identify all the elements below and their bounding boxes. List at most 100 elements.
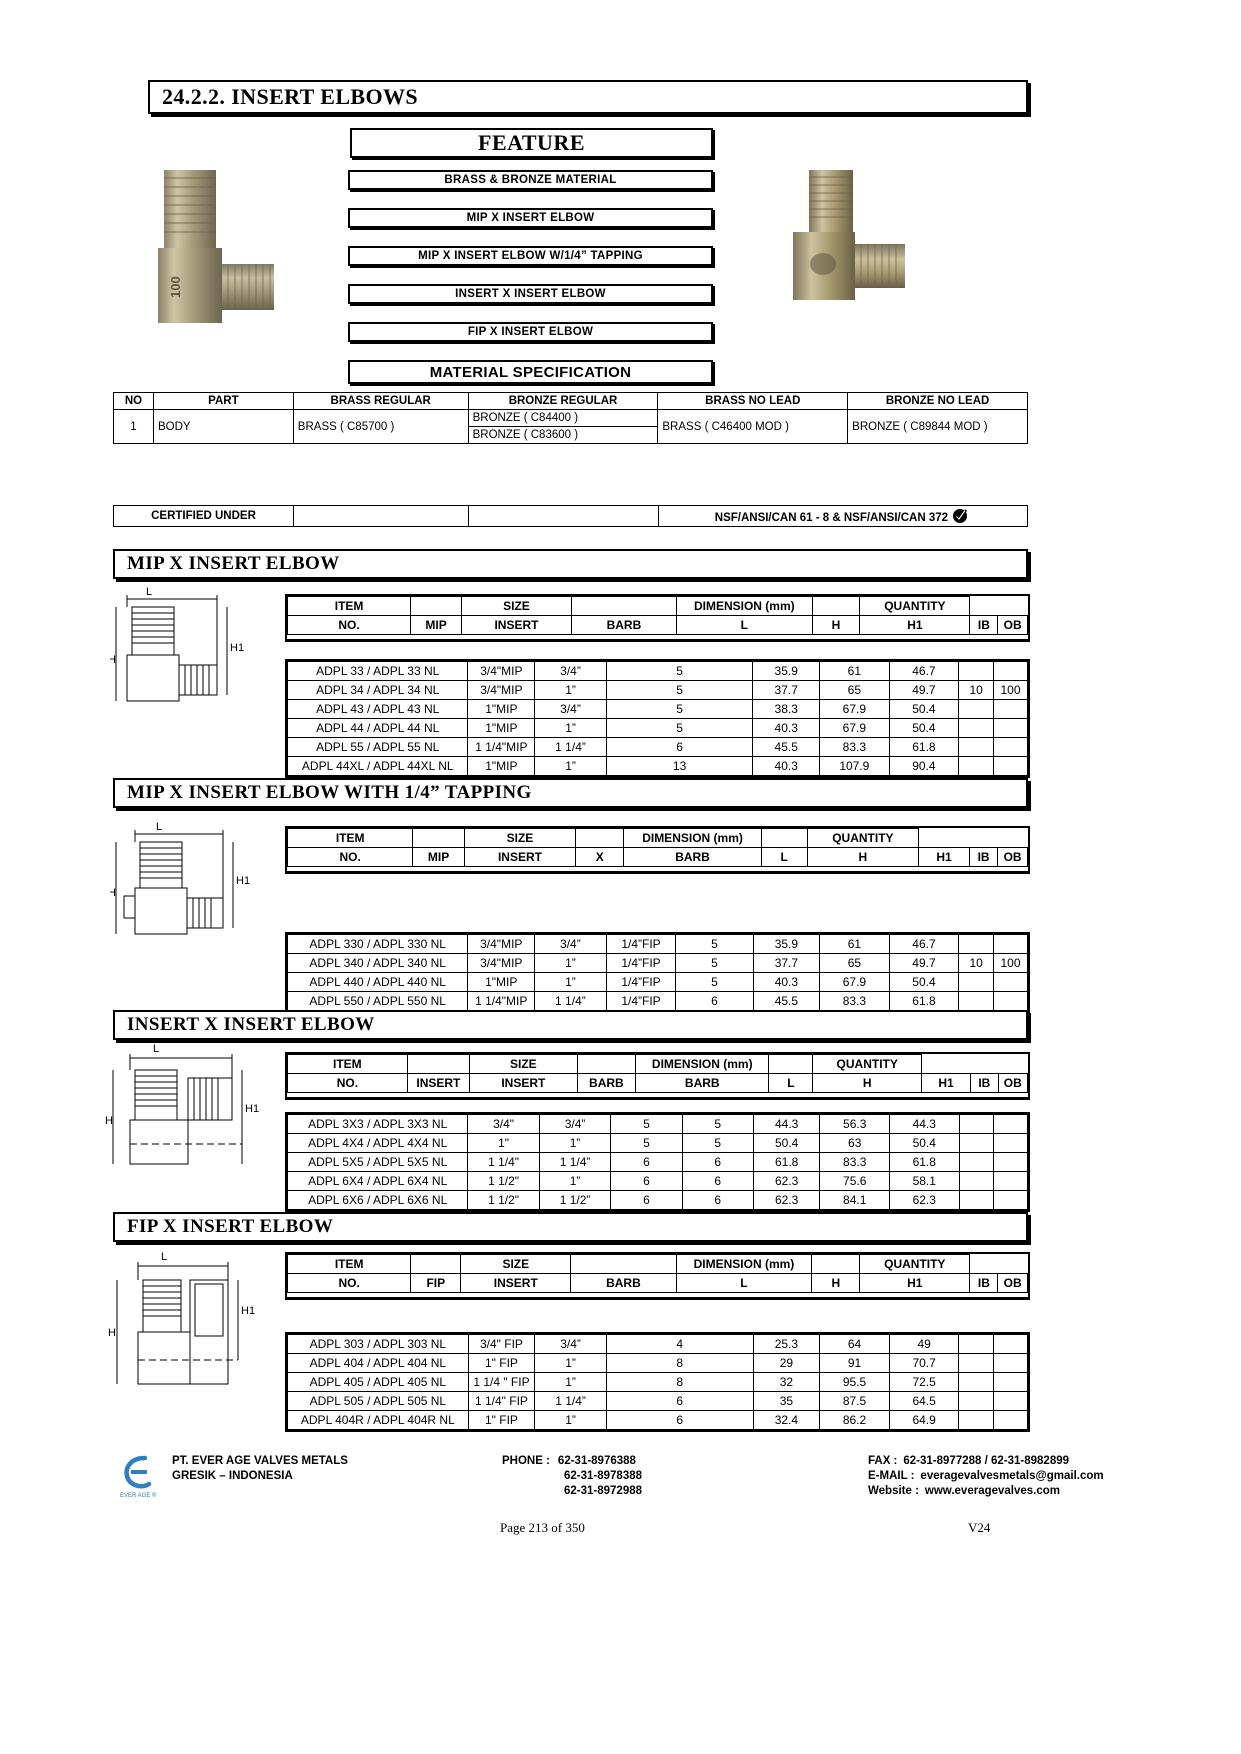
cell-value: 8	[605, 1372, 754, 1392]
group-item: ITEM	[286, 596, 412, 616]
cell-part: BODY	[152, 409, 294, 444]
cell-value	[958, 1171, 995, 1191]
cell-value: 32.4	[752, 1410, 821, 1430]
group-spacer-2	[570, 596, 677, 616]
cell-value: 37.7	[752, 953, 821, 973]
table-row: ADPL 303 / ADPL 303 NL 3/4" FIP 3/4” 4 25.3 6…	[287, 1334, 1028, 1354]
cell-value: 70.7	[888, 1353, 960, 1373]
col-insert: INSERT	[463, 847, 577, 867]
svg-text:H: H	[110, 887, 116, 899]
table-row: ADPL 330 / ADPL 330 NL 3/4"MIP 3/4” 1/4”FIP…	[286, 934, 1028, 954]
cell-value: 72.5	[888, 1372, 960, 1392]
cell-value: 3/4”	[534, 1334, 607, 1354]
group-quantity: QUANTITY	[859, 596, 971, 616]
cell-value: 62.3	[752, 1190, 821, 1210]
cell-value: 3/4"MIP	[467, 953, 536, 973]
cell-value: 49.7	[888, 680, 960, 700]
cell-value: 50.4	[889, 1133, 960, 1153]
cell-value: 56.3	[819, 1114, 890, 1134]
cell-item-no: ADPL 505 / ADPL 505 NL	[287, 1391, 469, 1411]
table-row: ADPL 440 / ADPL 440 NL 1"MIP 1” 1/4”FIP 5 40.…	[286, 972, 1028, 992]
cell-value: 38.3	[752, 699, 821, 719]
table-row: ADPL 3X3 / ADPL 3X3 NL 3/4" 3/4” 5 5 44.3 56.3…	[286, 1114, 1028, 1134]
cell-value: 10	[958, 953, 995, 973]
table-header-insert-x-insert: ITEM SIZE DIMENSION (mm) QUANTITY NO. IN…	[285, 1052, 1030, 1100]
cell-value: 61	[819, 934, 890, 954]
cell-value: 1 1/4 " FIP	[467, 1372, 536, 1392]
cell-value: 40.3	[752, 972, 821, 992]
cell-value: 5	[610, 1114, 683, 1134]
cell-value: 1”	[538, 1171, 612, 1191]
svg-text:H1: H1	[230, 642, 244, 654]
col-barb: BARB	[570, 1273, 677, 1293]
cell-value: 63	[819, 1133, 890, 1153]
footer-contact-block: FAX : 62-31-8977288 / 62-31-8982899 E-MA…	[868, 1455, 1104, 1497]
cell-brass-regular: BRASS ( C85700 )	[292, 409, 469, 444]
cell-value: 29	[752, 1353, 821, 1373]
cell-value: 5	[681, 1133, 754, 1153]
group-dimension: DIMENSION (mm)	[675, 596, 813, 616]
table-row: 1 BODY BRASS ( C85700 ) BRONZE ( C84400 …	[113, 409, 1028, 444]
col-ib: IB	[969, 615, 999, 635]
cell-value	[958, 1334, 995, 1354]
cell-value: 65	[819, 953, 890, 973]
drawing-mip-x-insert-elbow: L H H1	[108, 585, 280, 715]
cell-value	[993, 699, 1028, 719]
table-header-row-columns: NO. FIP INSERT BARB L H H1 IB OB	[286, 1273, 1028, 1293]
table-row: ADPL 34 / ADPL 34 NL 3/4"MIP 1” 5 37.7 65 49.7…	[286, 680, 1028, 700]
cell-value	[993, 972, 1028, 992]
group-size: SIZE	[463, 828, 577, 848]
cell-value: 3/4"	[467, 1114, 540, 1134]
material-specification-table: NO PART BRASS REGULAR BRONZE REGULAR BRA…	[113, 392, 1028, 444]
group-item: ITEM	[286, 1254, 412, 1274]
revision-label: V24	[968, 1520, 991, 1535]
website-value[interactable]: www.everagevalves.com	[924, 1485, 1061, 1497]
cell-value: 75.6	[819, 1171, 890, 1191]
table-row: ADPL 5X5 / ADPL 5X5 NL 1 1/4" 1 1/4” 6 6 61.8…	[286, 1152, 1028, 1172]
cell-item-no: ADPL 6X6 / ADPL 6X6 NL	[286, 1190, 469, 1210]
cell-value: 3/4"MIP	[467, 934, 536, 954]
cell-bronze-regular-1: BRONZE ( C84400 )	[467, 409, 659, 427]
cell-value: 91	[819, 1353, 890, 1373]
col-insert-1: INSERT	[406, 1073, 471, 1093]
col-x: X	[575, 847, 625, 867]
table-row: CERTIFIED UNDER NSF/ANSI/CAN 61 - 8 & NS…	[113, 505, 1028, 527]
cell-value: 62.3	[889, 1190, 960, 1210]
email-value[interactable]: everagevalvesmetals@gmail.com	[920, 1470, 1104, 1482]
section-title-mip-tapping: MIP X INSERT ELBOW WITH 1/4” TAPPING	[113, 778, 1028, 808]
table-row: ADPL 550 / ADPL 550 NL 1 1/4"MIP 1 1/4” 1/4…	[286, 991, 1028, 1011]
cell-value: 6	[605, 1391, 754, 1411]
cell-value: 5	[675, 953, 754, 973]
cell-value: 46.7	[888, 934, 960, 954]
cell-value: 1/4”FIP	[605, 972, 677, 992]
table-header-row-group: ITEM SIZE DIMENSION (mm) QUANTITY	[286, 596, 1028, 616]
svg-text:L: L	[153, 1043, 159, 1055]
cell-item-no: ADPL 550 / ADPL 550 NL	[286, 991, 469, 1011]
section-title-fip-x-insert: FIP X INSERT ELBOW	[113, 1212, 1028, 1242]
group-size: SIZE	[461, 596, 572, 616]
feature-heading: FEATURE	[478, 130, 585, 155]
cell-value	[958, 1152, 995, 1172]
material-spec-heading-box: MATERIAL SPECIFICATION	[348, 360, 713, 384]
cell-item-no: ADPL 55 / ADPL 55 NL	[286, 737, 469, 757]
svg-text:H: H	[110, 654, 116, 666]
drawing-mip-tapping: L H H1	[108, 820, 285, 950]
cell-value: 1”	[538, 1133, 612, 1153]
cell-item-no: ADPL 44XL / ADPL 44XL NL	[286, 756, 469, 776]
cell-value: 87.5	[819, 1391, 890, 1411]
col-barb-1: BARB	[576, 1073, 637, 1093]
cell-value: 1 1/2"	[467, 1190, 540, 1210]
cell-value: 5	[605, 718, 754, 738]
cell-item-no: ADPL 330 / ADPL 330 NL	[286, 934, 469, 954]
col-h: H	[806, 847, 920, 867]
table-body: ADPL 303 / ADPL 303 NL 3/4" FIP 3/4” 4 25.3 6…	[287, 1334, 1028, 1430]
col-brass-no-lead: BRASS NO LEAD	[657, 392, 849, 410]
table-header-row-group: ITEM SIZE DIMENSION (mm) QUANTITY	[286, 828, 1028, 848]
table-row: ADPL 44XL / ADPL 44XL NL 1"MIP 1” 13 40.3 107…	[286, 756, 1028, 776]
cell-value: 100	[993, 953, 1028, 973]
certified-under-label: CERTIFIED UNDER	[113, 505, 294, 527]
cell-value: 49.7	[888, 953, 960, 973]
cell-value: 50.4	[752, 1133, 821, 1153]
cell-value: 67.9	[819, 718, 890, 738]
